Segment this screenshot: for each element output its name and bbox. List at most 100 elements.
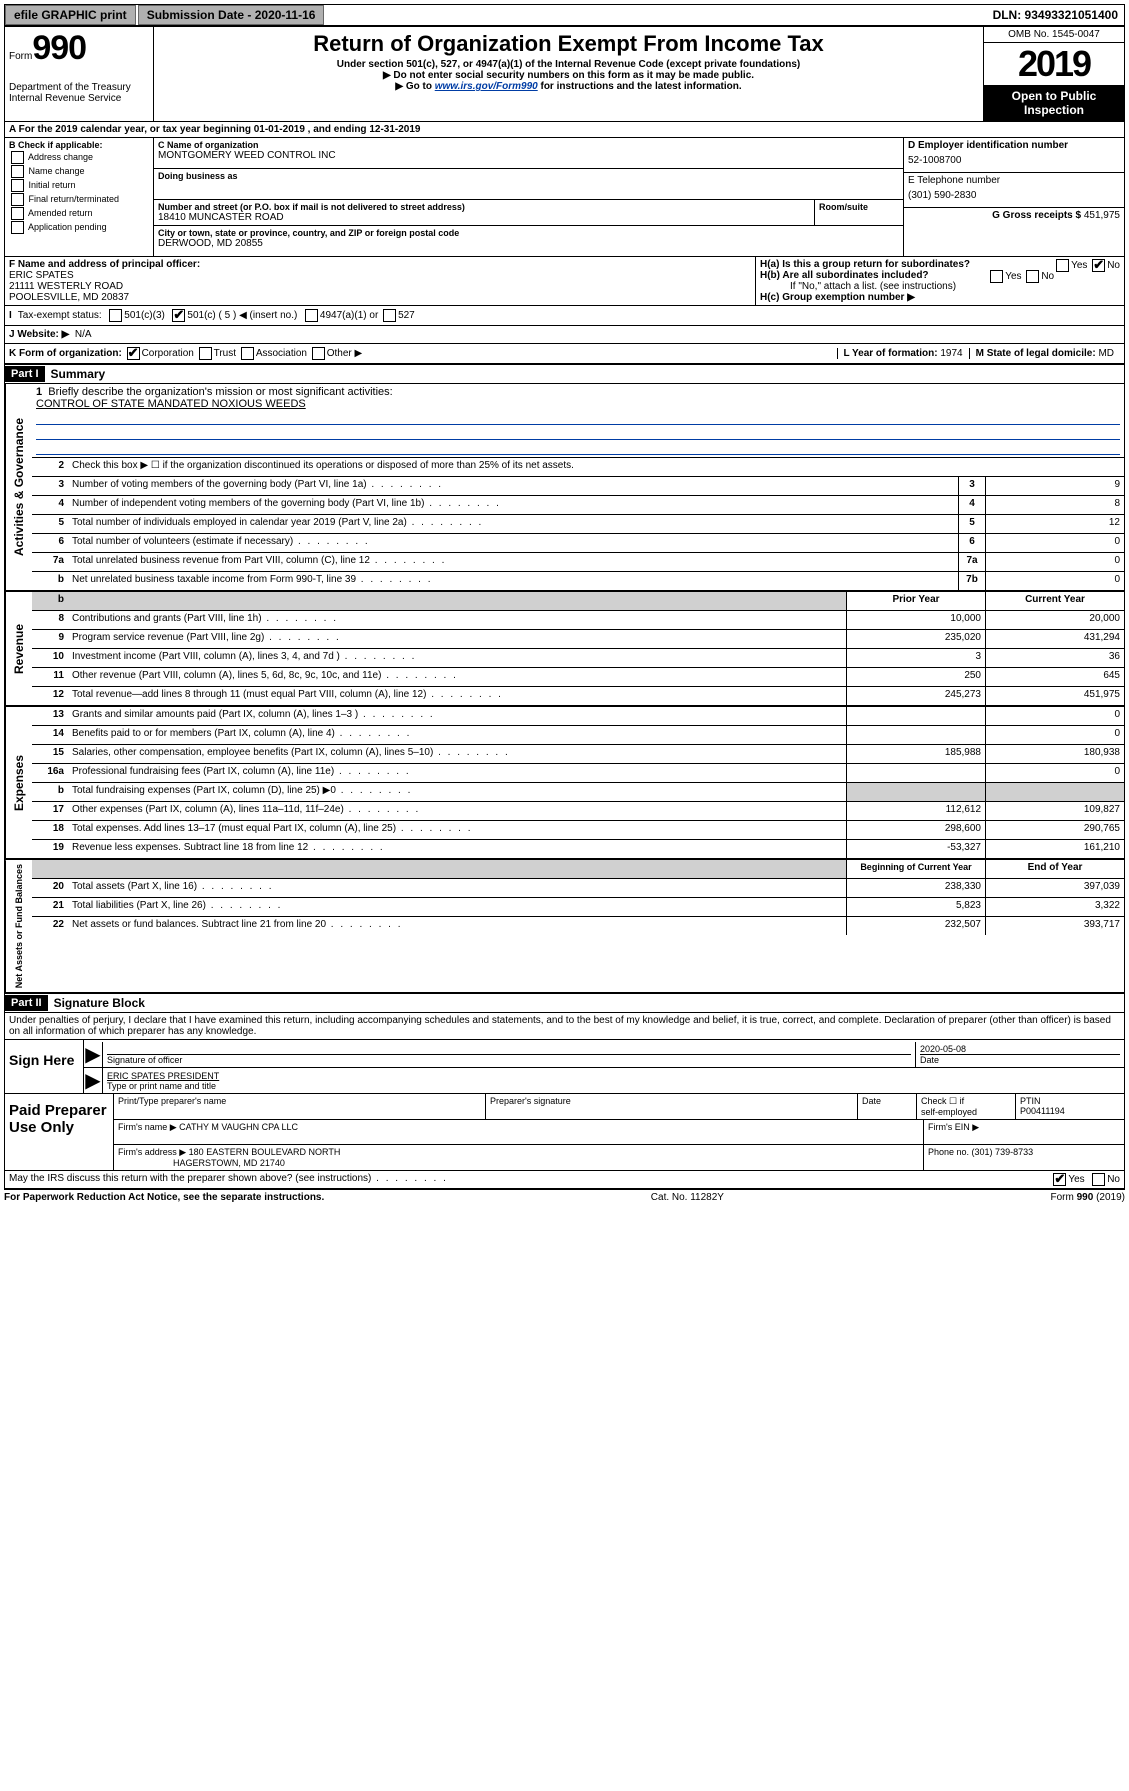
chk-name-change[interactable] <box>11 165 24 178</box>
chk-501c[interactable] <box>172 309 185 322</box>
subtitle-3b: for instructions and the latest informat… <box>538 81 742 92</box>
year-formation-label: L Year of formation: <box>844 348 941 359</box>
form-990: Form990 Department of the Treasury Inter… <box>4 26 1125 1190</box>
sign-here-label: Sign Here <box>5 1040 84 1093</box>
part-2-title: Signature Block <box>48 994 151 1012</box>
head-begin-year: Beginning of Current Year <box>846 860 985 878</box>
table-row: 15Salaries, other compensation, employee… <box>32 745 1124 764</box>
submission-date-label: Submission Date - <box>147 8 255 22</box>
sig-date-label: Date <box>920 1054 1120 1065</box>
chk-corp[interactable] <box>127 347 140 360</box>
form-org-label: K Form of organization: <box>9 348 122 359</box>
table-row: 18Total expenses. Add lines 13–17 (must … <box>32 821 1124 840</box>
org-name: MONTGOMERY WEED CONTROL INC <box>158 150 899 161</box>
perjury-declaration: Under penalties of perjury, I declare th… <box>5 1013 1124 1040</box>
cat-no: Cat. No. 11282Y <box>324 1192 1050 1203</box>
instructions-link[interactable]: www.irs.gov/Form990 <box>435 81 538 92</box>
chk-trust[interactable] <box>199 347 212 360</box>
table-row: 9Program service revenue (Part VIII, lin… <box>32 630 1124 649</box>
chk-501c3[interactable] <box>109 309 122 322</box>
subtitle-1: Under section 501(c), 527, or 4947(a)(1)… <box>160 59 977 70</box>
prep-selfemp-2: self-employed <box>921 1107 977 1117</box>
header-right: OMB No. 1545-0047 2019 Open to Public In… <box>983 27 1124 121</box>
tax-status-label: Tax-exempt status: <box>18 310 102 321</box>
ptin-value: P00411194 <box>1020 1106 1065 1116</box>
lbl-other: Other ▶ <box>327 348 362 359</box>
lbl-corp: Corporation <box>142 348 194 359</box>
chk-ha-yes[interactable] <box>1056 259 1069 272</box>
chk-hb-yes[interactable] <box>990 270 1003 283</box>
head-current-year: Current Year <box>985 592 1124 610</box>
mission-line-4 <box>36 440 1120 455</box>
website-value: N/A <box>75 329 92 340</box>
chk-discuss-no[interactable] <box>1092 1173 1105 1186</box>
mission-line-3 <box>36 425 1120 440</box>
side-governance: Activities & Governance <box>5 384 32 590</box>
table-row: bNet unrelated business taxable income f… <box>32 572 1124 590</box>
bottom-line: For Paperwork Reduction Act Notice, see … <box>4 1190 1125 1205</box>
dept-treasury: Department of the Treasury <box>9 82 149 93</box>
ein-label: D Employer identification number <box>908 140 1120 151</box>
chk-final-return[interactable] <box>11 193 24 206</box>
chk-4947[interactable] <box>305 309 318 322</box>
discuss-row: May the IRS discuss this return with the… <box>5 1171 1124 1189</box>
lbl-assoc: Association <box>256 348 307 359</box>
submission-date-value: 2020-11-16 <box>255 8 316 22</box>
hc-label: H(c) Group exemption number ▶ <box>760 292 915 303</box>
row-k-l-m: K Form of organization: Corporation Trus… <box>5 344 1124 365</box>
table-row: 12Total revenue—add lines 8 through 11 (… <box>32 687 1124 705</box>
efile-button[interactable]: efile GRAPHIC print <box>5 5 136 25</box>
chk-ha-no[interactable] <box>1092 259 1105 272</box>
table-row: 21Total liabilities (Part X, line 26)5,8… <box>32 898 1124 917</box>
table-row: 6Total number of volunteers (estimate if… <box>32 534 1124 553</box>
chk-assoc[interactable] <box>241 347 254 360</box>
subtitle-3a: ▶ Go to <box>395 81 434 92</box>
open-public-2: Inspection <box>1024 103 1084 117</box>
submission-date-button[interactable]: Submission Date - 2020-11-16 <box>138 5 325 25</box>
table-row: 16aProfessional fundraising fees (Part I… <box>32 764 1124 783</box>
prep-sig-label: Preparer's signature <box>486 1094 858 1119</box>
lbl-amended-return: Amended return <box>28 208 93 218</box>
prep-name-label: Print/Type preparer's name <box>114 1094 486 1119</box>
header-center: Return of Organization Exempt From Incom… <box>154 27 983 121</box>
side-expenses: Expenses <box>5 707 32 858</box>
ein-value: 52-1008700 <box>908 155 1120 166</box>
firm-ein-label: Firm's EIN ▶ <box>924 1120 1124 1144</box>
line-1-value: CONTROL OF STATE MANDATED NOXIOUS WEEDS <box>36 398 1120 410</box>
section-b-to-g: B Check if applicable: Address change Na… <box>5 138 1124 257</box>
table-row: 17Other expenses (Part IX, column (A), l… <box>32 802 1124 821</box>
table-row: 10Investment income (Part VIII, column (… <box>32 649 1124 668</box>
dln-label: DLN: 93493321051400 <box>993 8 1124 22</box>
lbl-final-return: Final return/terminated <box>29 194 120 204</box>
chk-amended-return[interactable] <box>11 207 24 220</box>
table-row: 11Other revenue (Part VIII, column (A), … <box>32 668 1124 687</box>
chk-other[interactable] <box>312 347 325 360</box>
chk-527[interactable] <box>383 309 396 322</box>
chk-initial-return[interactable] <box>11 179 24 192</box>
subtitle-2: ▶ Do not enter social security numbers o… <box>160 70 977 81</box>
city-value: DERWOOD, MD 20855 <box>158 238 899 249</box>
chk-address-change[interactable] <box>11 151 24 164</box>
section-net-assets: Net Assets or Fund Balances Beginning of… <box>5 860 1124 992</box>
sig-arrow-1: ▶ <box>84 1042 103 1067</box>
open-public-1: Open to Public <box>1012 89 1097 103</box>
chk-discuss-yes[interactable] <box>1053 1173 1066 1186</box>
part-1-title: Summary <box>45 365 112 383</box>
city-label: City or town, state or province, country… <box>158 228 899 238</box>
sign-here-section: Sign Here ▶ Signature of officer 2020-05… <box>5 1040 1124 1094</box>
paid-preparer-label: Paid Preparer Use Only <box>5 1094 114 1170</box>
top-bar: efile GRAPHIC print Submission Date - 20… <box>4 4 1125 26</box>
head-end-year: End of Year <box>985 860 1124 878</box>
lbl-name-change: Name change <box>29 166 85 176</box>
table-row: 4Number of independent voting members of… <box>32 496 1124 515</box>
chk-hb-no[interactable] <box>1026 270 1039 283</box>
part-1-badge: Part I <box>5 366 45 382</box>
line-1-label: Briefly describe the organization's miss… <box>48 386 392 398</box>
tel-value: (301) 590-2830 <box>908 190 1120 201</box>
dept-irs: Internal Revenue Service <box>9 93 149 104</box>
row-i-tax-status: I Tax-exempt status: 501(c)(3) 501(c) ( … <box>5 306 1124 326</box>
form-number: 990 <box>32 29 86 67</box>
col-b-head: B Check if applicable: <box>9 140 149 150</box>
chk-application-pending[interactable] <box>11 221 24 234</box>
paperwork-notice: For Paperwork Reduction Act Notice, see … <box>4 1192 324 1203</box>
